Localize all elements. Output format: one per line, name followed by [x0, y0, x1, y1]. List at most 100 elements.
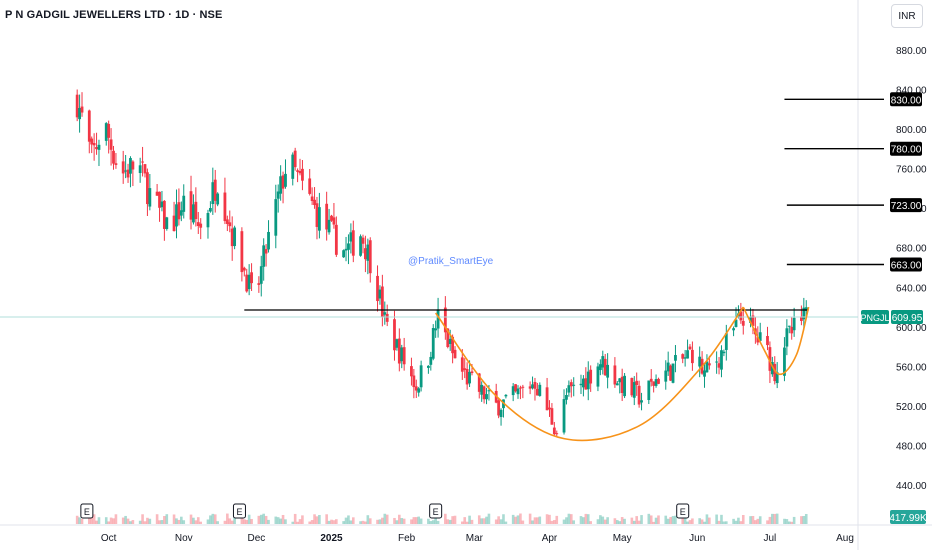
currency-button[interactable]: INR [891, 4, 923, 28]
candle-body [158, 191, 161, 208]
candle-body [189, 191, 193, 220]
candle-body [601, 356, 605, 368]
y-tick-label: 560.00 [896, 362, 927, 373]
author-watermark: @Pratik_SmartEye [408, 256, 494, 267]
candle-body [380, 286, 384, 318]
earnings-marker [429, 503, 443, 519]
candle-body [804, 307, 808, 311]
volume-bar [516, 515, 520, 524]
volume-bar [414, 517, 418, 524]
volume-bar [429, 521, 433, 524]
candle-body [434, 328, 438, 331]
volume-bar [393, 517, 396, 524]
candle-body [654, 379, 658, 386]
earnings-marker [676, 503, 690, 519]
candle-body [274, 199, 278, 236]
candle-body [114, 163, 118, 165]
candle-body [284, 173, 287, 187]
target-level-label: 663.00 [891, 261, 922, 272]
volume-bar [95, 520, 98, 524]
candle-body [247, 274, 251, 290]
candle-body [768, 347, 772, 371]
volume-bar [395, 520, 399, 524]
volume-bar [143, 521, 147, 524]
volume-bar [223, 520, 227, 524]
volume-bar [514, 516, 517, 524]
candle-body [250, 272, 253, 284]
candle-body [766, 335, 769, 346]
candle-body [426, 365, 430, 368]
volume-bar [606, 517, 609, 524]
candle-body [613, 365, 617, 385]
volume-bar [536, 517, 539, 524]
volume-bar [790, 521, 794, 524]
candle-body [429, 356, 433, 365]
target-level-tag [890, 198, 922, 213]
volume-bar [352, 517, 355, 524]
earnings-marker-label: E [236, 507, 242, 517]
volume-bar [257, 515, 261, 524]
candle-body [412, 375, 416, 388]
x-tick-label: May [613, 533, 632, 544]
volume-bar [349, 520, 353, 524]
candle-body [448, 338, 452, 345]
candle-body [223, 192, 227, 222]
volume-bar [787, 521, 791, 524]
candle-body [514, 384, 517, 392]
candle-body [143, 164, 147, 174]
candle-body [669, 365, 673, 381]
volume-bar [172, 514, 176, 524]
volume-bar [381, 517, 384, 524]
volume-bar [291, 521, 295, 524]
candle-body [75, 94, 79, 118]
candle-body [666, 362, 670, 372]
candle-body [632, 382, 636, 398]
candle-body [720, 350, 723, 370]
candle-body [783, 347, 786, 376]
x-tick-label: Jul [764, 533, 777, 544]
candle-body [162, 200, 166, 229]
candle-body [657, 378, 660, 384]
volume-bar [175, 518, 178, 524]
candle-body [717, 363, 721, 368]
volume-bar [766, 520, 769, 524]
candle-body [724, 333, 728, 350]
last-price-tag [891, 309, 923, 324]
candle-body [572, 384, 576, 386]
candle-body [192, 204, 195, 223]
volume-bar [284, 519, 287, 524]
candle-body [681, 354, 685, 359]
candle-body [431, 327, 435, 359]
y-tick-label: 880.00 [896, 46, 927, 57]
target-level-label: 830.00 [891, 95, 922, 106]
volume-bar [562, 519, 566, 524]
volume-bar [250, 518, 253, 524]
volume-bar [586, 514, 590, 524]
volume-bar [732, 518, 735, 524]
x-tick-label: Jun [689, 533, 705, 544]
candle-body [160, 201, 164, 208]
candle-body [230, 228, 234, 247]
volume-bar [206, 519, 210, 524]
volume-bar [431, 520, 435, 524]
candle-body [172, 215, 176, 232]
candle-body [535, 388, 539, 396]
volume-bar [276, 517, 280, 524]
volume-bar [146, 517, 149, 524]
candle-body [565, 395, 568, 400]
candle-body [649, 378, 653, 382]
volume-bar [792, 516, 796, 524]
candle-body [770, 362, 774, 375]
candle-body [756, 337, 760, 343]
candle-body [414, 386, 418, 391]
candle-body [393, 319, 396, 351]
candle-body [446, 328, 450, 348]
volume-bar [107, 521, 110, 524]
volume-tag [890, 510, 926, 524]
volume-bar [756, 518, 760, 524]
volume-bar [632, 520, 636, 524]
volume-bar [700, 519, 704, 524]
volume-bar [519, 513, 522, 524]
volume-bar [771, 513, 774, 524]
